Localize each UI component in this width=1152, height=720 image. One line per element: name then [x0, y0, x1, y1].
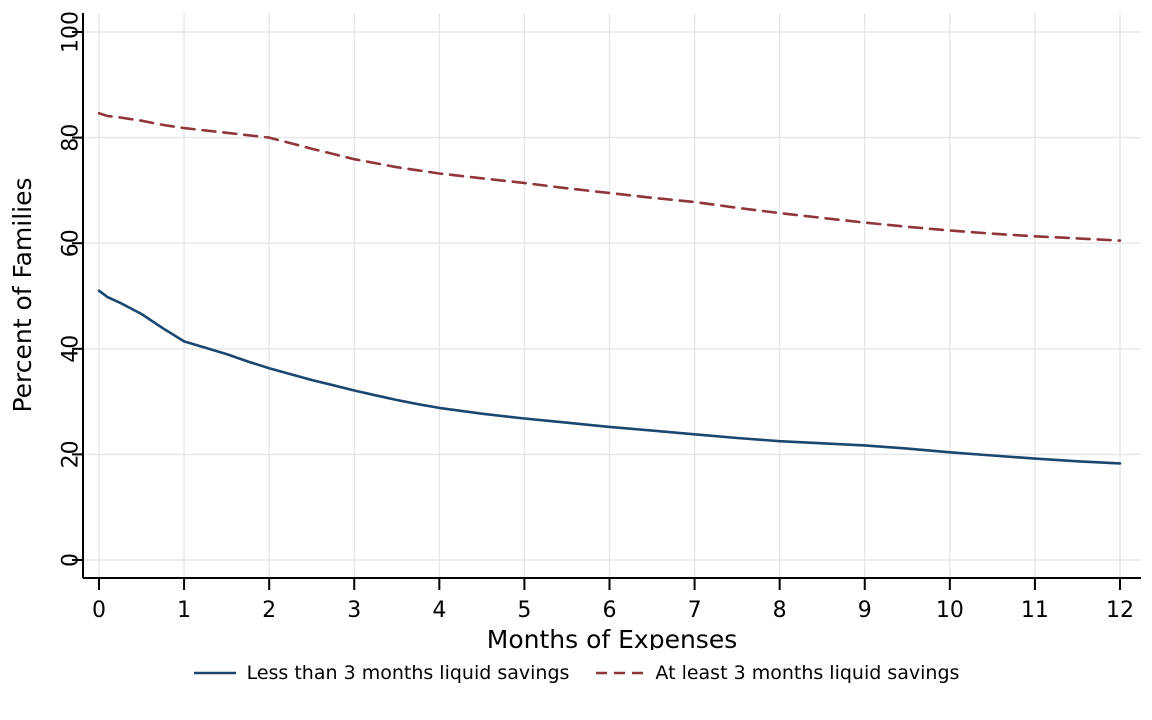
x-tick-label: 12: [1106, 598, 1134, 623]
x-tick-label: 10: [936, 598, 964, 623]
legend-item-less-than-3-months: Less than 3 months liquid savings: [193, 662, 570, 684]
tick-marks: [72, 31, 1121, 590]
x-tick-label: 4: [432, 598, 446, 623]
y-tick-label: 40: [59, 335, 84, 363]
x-tick-label: 1: [177, 598, 191, 623]
legend-label-at-least-3-months: At least 3 months liquid savings: [655, 662, 960, 684]
series-lines: [97, 112, 1122, 465]
legend-item-at-least-3-months: At least 3 months liquid savings: [595, 662, 959, 684]
x-tick-label: 9: [858, 598, 872, 623]
x-tick-label: 0: [92, 598, 106, 623]
gridlines: [83, 13, 1141, 578]
x-tick-label: 11: [1021, 598, 1049, 623]
series-line-0: [97, 289, 1122, 465]
y-axis-title: Percent of Families: [8, 177, 37, 412]
x-tick-label: 6: [603, 598, 617, 623]
legend-solid-line-icon: [193, 671, 236, 675]
series-line-1: [97, 112, 1122, 242]
x-tick-label: 8: [773, 598, 787, 623]
y-tick-label: 80: [59, 124, 84, 152]
legend-dashed-line-icon: [596, 671, 645, 675]
y-tick-label: 20: [59, 440, 84, 468]
axes: [82, 13, 1141, 579]
x-tick-label: 5: [517, 598, 531, 623]
y-tick-label: 0: [59, 553, 84, 567]
x-axis-title: Months of Expenses: [487, 625, 738, 650]
legend: Less than 3 months liquid savings At lea…: [0, 662, 1152, 684]
x-tick-label: 3: [347, 598, 361, 623]
legend-label-less-than-3-months: Less than 3 months liquid savings: [246, 662, 570, 684]
x-tick-label: 7: [688, 598, 702, 623]
y-tick-label: 60: [59, 229, 84, 257]
y-tick-label: 100: [59, 11, 84, 53]
x-tick-label: 2: [262, 598, 276, 623]
